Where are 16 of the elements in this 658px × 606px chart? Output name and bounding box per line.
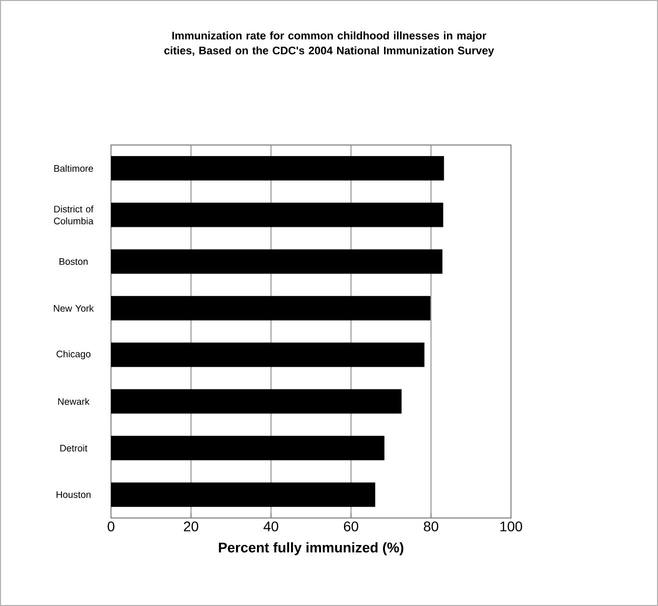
y-tick-label: Detroit — [60, 444, 88, 452]
x-tick-label: 0 — [108, 522, 114, 532]
x-axis-title: Percent fully immunized (%) — [218, 542, 404, 556]
x-tick-label: 80 — [424, 522, 438, 532]
y-tick-label: New York — [54, 304, 94, 312]
x-tick-label: 100 — [500, 522, 522, 532]
y-tick-label: Chicago — [56, 350, 90, 360]
x-tick-label: 40 — [264, 522, 278, 532]
y-tick-label: District of Columbia — [54, 205, 94, 224]
x-tick-label: 20 — [184, 522, 198, 532]
chart-title: Immunization rate for common childhood illnesses in major cities, Based on the CDC's 2004 National Immunization Survey — [164, 31, 494, 57]
y-tick-label: Baltimore — [54, 164, 94, 172]
y-tick-label: Boston — [60, 258, 88, 265]
x-tick-label: 60 — [344, 522, 358, 532]
y-tick-label: Newark — [58, 398, 90, 405]
y-tick-label: Houston — [56, 491, 90, 498]
